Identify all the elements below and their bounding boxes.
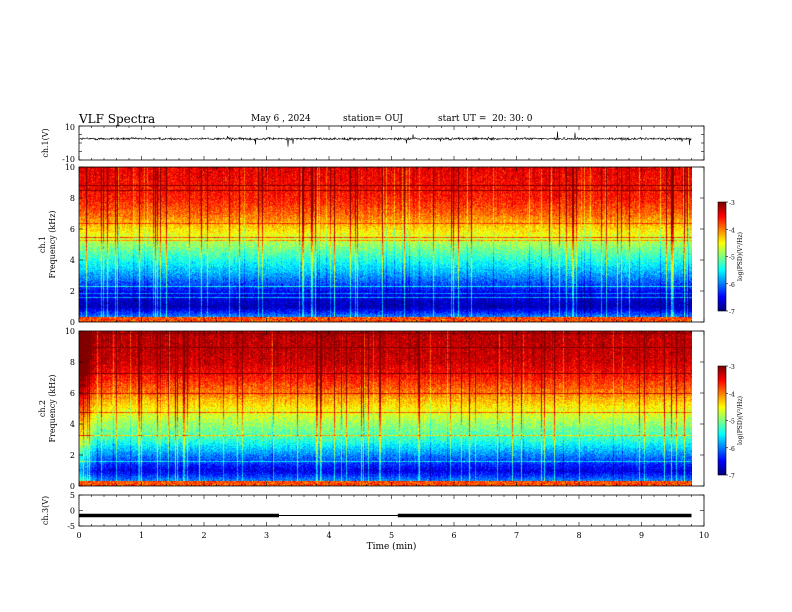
time-tick-label: 4 (326, 531, 331, 540)
time-tick-label: 6 (451, 531, 456, 540)
time-tick-label: 0 (76, 531, 81, 540)
ch1-colorbar-tick-label: -6 (729, 282, 735, 289)
ch2-channel-label: ch.2 (38, 400, 47, 417)
ch2-colorbar-tick-label: -3 (729, 364, 735, 371)
ch1-waveform-frame (78, 125, 705, 161)
ch2-colorbar-tick-label: -6 (729, 446, 735, 453)
ch2-colorbar-tick-label: -7 (729, 473, 735, 480)
ch1-spectrogram-ytick-label: 2 (70, 287, 75, 296)
ch3-ytick-label: 0 (70, 507, 75, 516)
time-tick-label: 10 (699, 531, 709, 540)
ch2-spectrogram-ytick-label: 2 (70, 451, 75, 460)
ch3-waveform-frame (78, 494, 705, 527)
ch1-ytick-label-bottom: -10 (62, 155, 75, 164)
station-label: station= OUJ (343, 114, 404, 124)
ch2-ylabel: Frequency (kHz) (48, 374, 57, 442)
ch2-spectrogram-image (79, 331, 692, 486)
ch3-ytick-label: 5 (70, 491, 75, 500)
ch1-spectrogram-ytick-label: 6 (70, 225, 75, 234)
ch1-spectrogram-ytick-label: 10 (65, 163, 75, 172)
time-tick-label: 5 (389, 531, 394, 540)
ch2-spectrogram-ytick-label: 6 (70, 389, 75, 398)
ch1-ylabel: Frequency (kHz) (48, 210, 57, 278)
ch2-colorbar-label: log(PSD)(V²/Hz) (737, 396, 744, 445)
ch3-ylabel: ch.3(V) (41, 496, 50, 525)
ch1-colorbar-label: log(PSD)(V²/Hz) (737, 232, 744, 281)
ch1-colorbar-tick-label: -5 (729, 255, 735, 262)
chart-title: VLF Spectra (79, 112, 156, 126)
ch2-spectrogram-ytick-label: 10 (65, 327, 75, 336)
ch1-ytick-label-top: 10 (65, 123, 75, 132)
ch1-spectrogram-image (79, 167, 692, 322)
time-axis-label: Time (min) (367, 541, 417, 552)
time-tick-label: 2 (201, 531, 206, 540)
ch3-ytick-label: -5 (67, 522, 75, 531)
ch2-colorbar (718, 366, 726, 475)
ch2-colorbar-tick-label: -4 (729, 391, 735, 398)
date-label: May 6 , 2024 (251, 114, 311, 124)
ch1-spectrogram-ytick-label: 8 (70, 194, 75, 203)
start-time-label: start UT = 20: 30: 0 (438, 114, 533, 124)
time-tick-label: 3 (264, 531, 269, 540)
time-tick-label: 7 (514, 531, 519, 540)
ch1-colorbar-tick-label: -7 (729, 309, 735, 316)
ch1-waveform-line (78, 131, 692, 147)
ch1-spectrogram-ytick-label: 0 (70, 318, 75, 327)
time-tick-label: 1 (139, 531, 144, 540)
ch1-colorbar-tick-label: -4 (729, 227, 735, 234)
time-tick-label: 9 (639, 531, 644, 540)
ch1-colorbar-tick-label: -3 (729, 200, 735, 207)
ch2-spectrogram-ytick-label: 8 (70, 358, 75, 367)
ch1-spectrogram-ytick-label: 4 (70, 256, 75, 265)
ch1-ylabel: ch.1(V) (41, 128, 50, 157)
time-tick-label: 8 (576, 531, 581, 540)
ch1-colorbar (718, 202, 726, 311)
ch2-spectrogram-ytick-label: 4 (70, 420, 75, 429)
ch2-colorbar-tick-label: -5 (729, 419, 735, 426)
ch2-spectrogram-ytick-label: 0 (70, 482, 75, 491)
ch1-channel-label: ch.1 (38, 236, 47, 253)
